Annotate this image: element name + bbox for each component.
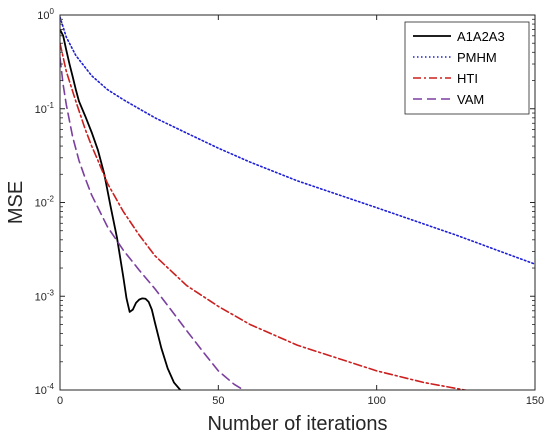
plot-area (60, 16, 535, 390)
x-tick-label: 150 (526, 395, 544, 407)
legend-label-pmhm: PMHM (457, 50, 497, 65)
axis-ticks: 0 50 100 150 10-4 10-3 10-2 10-1 100 (35, 7, 545, 407)
y-tick-label: 10-3 (35, 288, 55, 303)
y-tick-label: 10-2 (35, 195, 55, 210)
series-line-vam (60, 56, 245, 390)
x-tick-label: 50 (212, 395, 224, 407)
x-axis-label: Number of iterations (207, 413, 387, 435)
series-line-hti (60, 42, 470, 390)
x-tick-label: 100 (367, 395, 385, 407)
y-tick-label: 10-4 (35, 382, 55, 397)
legend: A1A2A3 PMHM HTI VAM (404, 21, 530, 115)
legend-label-vam: VAM (457, 92, 484, 107)
series-line-pmhm (60, 16, 535, 265)
legend-box (404, 21, 530, 115)
y-tick-label: 10-1 (35, 101, 55, 116)
legend-label-a1a2a3: A1A2A3 (457, 29, 505, 44)
y-tick-label: 100 (37, 7, 54, 22)
y-axis-label: MSE (5, 181, 27, 224)
series-line-a1a2a3 (60, 28, 182, 390)
legend-label-hti: HTI (457, 71, 478, 86)
x-tick-label: 0 (57, 395, 63, 407)
